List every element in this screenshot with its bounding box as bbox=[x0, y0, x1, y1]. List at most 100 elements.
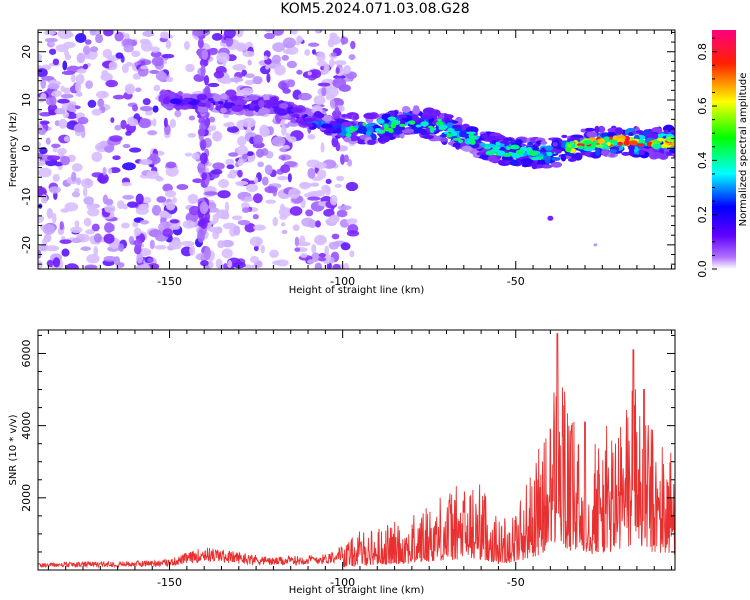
noise-blob bbox=[38, 167, 52, 178]
noise-blob bbox=[294, 247, 301, 252]
noise-blob bbox=[139, 105, 153, 112]
noise-blob bbox=[81, 178, 94, 189]
ridge-blob bbox=[336, 119, 343, 124]
ridge-blob bbox=[541, 155, 552, 161]
ridge-blob bbox=[307, 122, 314, 128]
ridge-core-blob bbox=[435, 121, 444, 126]
noise-blob bbox=[316, 51, 326, 62]
noise-blob bbox=[212, 130, 223, 142]
ridge-blob bbox=[551, 156, 561, 161]
ridge-blob bbox=[205, 100, 211, 109]
ridge-core-blob bbox=[509, 144, 520, 150]
noise-blob bbox=[265, 199, 277, 204]
x-axis-label: Height of straight line (km) bbox=[289, 585, 425, 596]
noise-blob bbox=[241, 117, 256, 128]
noise-blob bbox=[114, 124, 122, 131]
noise-blob bbox=[223, 30, 236, 39]
ridge-blob bbox=[352, 115, 360, 120]
noise-blob bbox=[245, 183, 259, 193]
noise-blob bbox=[282, 144, 290, 150]
noise-blob bbox=[152, 118, 157, 127]
noise-blob bbox=[324, 245, 329, 256]
isolated-blob bbox=[547, 215, 554, 221]
noise-blob bbox=[97, 172, 109, 184]
noise-blob bbox=[318, 256, 327, 262]
ridge-blob bbox=[258, 99, 265, 108]
noise-blob bbox=[104, 204, 116, 213]
noise-blob bbox=[152, 105, 159, 113]
noise-blob bbox=[253, 134, 264, 145]
ridge-core-blob bbox=[437, 118, 442, 122]
noise-blob bbox=[233, 225, 241, 236]
y-tick-label: -20 bbox=[20, 236, 33, 254]
noise-blob bbox=[140, 40, 153, 52]
noise-blob bbox=[247, 59, 252, 66]
noise-blob bbox=[123, 44, 134, 53]
ridge-blob bbox=[230, 95, 239, 101]
noise-blob bbox=[83, 217, 92, 227]
noise-blob bbox=[120, 119, 127, 130]
noise-blob bbox=[334, 106, 340, 114]
noise-blob bbox=[227, 260, 233, 269]
noise-blob bbox=[136, 252, 144, 264]
noise-blob bbox=[96, 90, 109, 99]
noise-blob bbox=[127, 201, 138, 208]
ridge-core-blob bbox=[616, 138, 625, 143]
noise-blob bbox=[115, 52, 124, 59]
ridge-blob bbox=[218, 100, 224, 105]
ridge-blob bbox=[320, 123, 333, 129]
y-tick-label: 2000 bbox=[20, 484, 33, 512]
noise-blob bbox=[58, 118, 68, 129]
noise-blob bbox=[45, 137, 51, 145]
noise-blob bbox=[64, 31, 74, 38]
noise-blob bbox=[150, 51, 162, 58]
spectrogram-frame bbox=[37, 29, 676, 270]
noise-blob bbox=[235, 30, 244, 38]
noise-blob bbox=[142, 30, 155, 37]
noise-blob bbox=[201, 49, 209, 61]
noise-blob bbox=[172, 197, 178, 204]
noise-blob bbox=[46, 155, 61, 161]
noise-blob bbox=[185, 63, 195, 73]
noise-blob bbox=[64, 50, 70, 57]
noise-blob bbox=[121, 222, 130, 229]
noise-blob bbox=[329, 35, 341, 45]
ridge-core-blob bbox=[530, 156, 540, 161]
ridge-blob bbox=[595, 148, 601, 157]
noise-blob bbox=[340, 242, 351, 251]
ridge-blob bbox=[621, 151, 631, 156]
noise-blob bbox=[162, 228, 174, 238]
noise-blob bbox=[242, 50, 255, 58]
ridge-core-blob bbox=[466, 131, 476, 135]
noise-blob bbox=[334, 60, 347, 66]
ridge-blob bbox=[343, 136, 352, 143]
noise-blob bbox=[307, 71, 312, 76]
noise-blob bbox=[264, 164, 273, 175]
ridge-blob bbox=[609, 148, 618, 154]
noise-blob bbox=[288, 187, 301, 199]
ridge-blob bbox=[420, 115, 433, 120]
ridge-core-blob bbox=[399, 123, 405, 127]
noise-blob bbox=[236, 145, 249, 156]
ridge-blob bbox=[397, 114, 408, 119]
noise-blob bbox=[147, 130, 158, 136]
ridge-core-blob bbox=[628, 140, 638, 146]
noise-blob bbox=[317, 82, 331, 87]
ridge-core-blob bbox=[656, 137, 665, 142]
noise-blob bbox=[346, 230, 360, 237]
noise-blob bbox=[67, 103, 76, 112]
ridge-blob bbox=[196, 93, 208, 101]
noise-blob bbox=[77, 116, 89, 125]
y-axis-label: Frequency (Hz) bbox=[8, 112, 19, 188]
noise-blob bbox=[280, 164, 291, 174]
noise-blob bbox=[209, 220, 217, 225]
x-tick-label: -100 bbox=[330, 576, 355, 589]
ridge-blob bbox=[614, 127, 624, 135]
noise-blob bbox=[110, 117, 115, 124]
ridge-blob bbox=[679, 129, 685, 133]
noise-blob bbox=[91, 108, 102, 116]
noise-blob bbox=[63, 41, 76, 49]
noise-blob bbox=[102, 194, 109, 205]
noise-blob bbox=[235, 42, 247, 52]
noise-blob bbox=[274, 64, 286, 76]
